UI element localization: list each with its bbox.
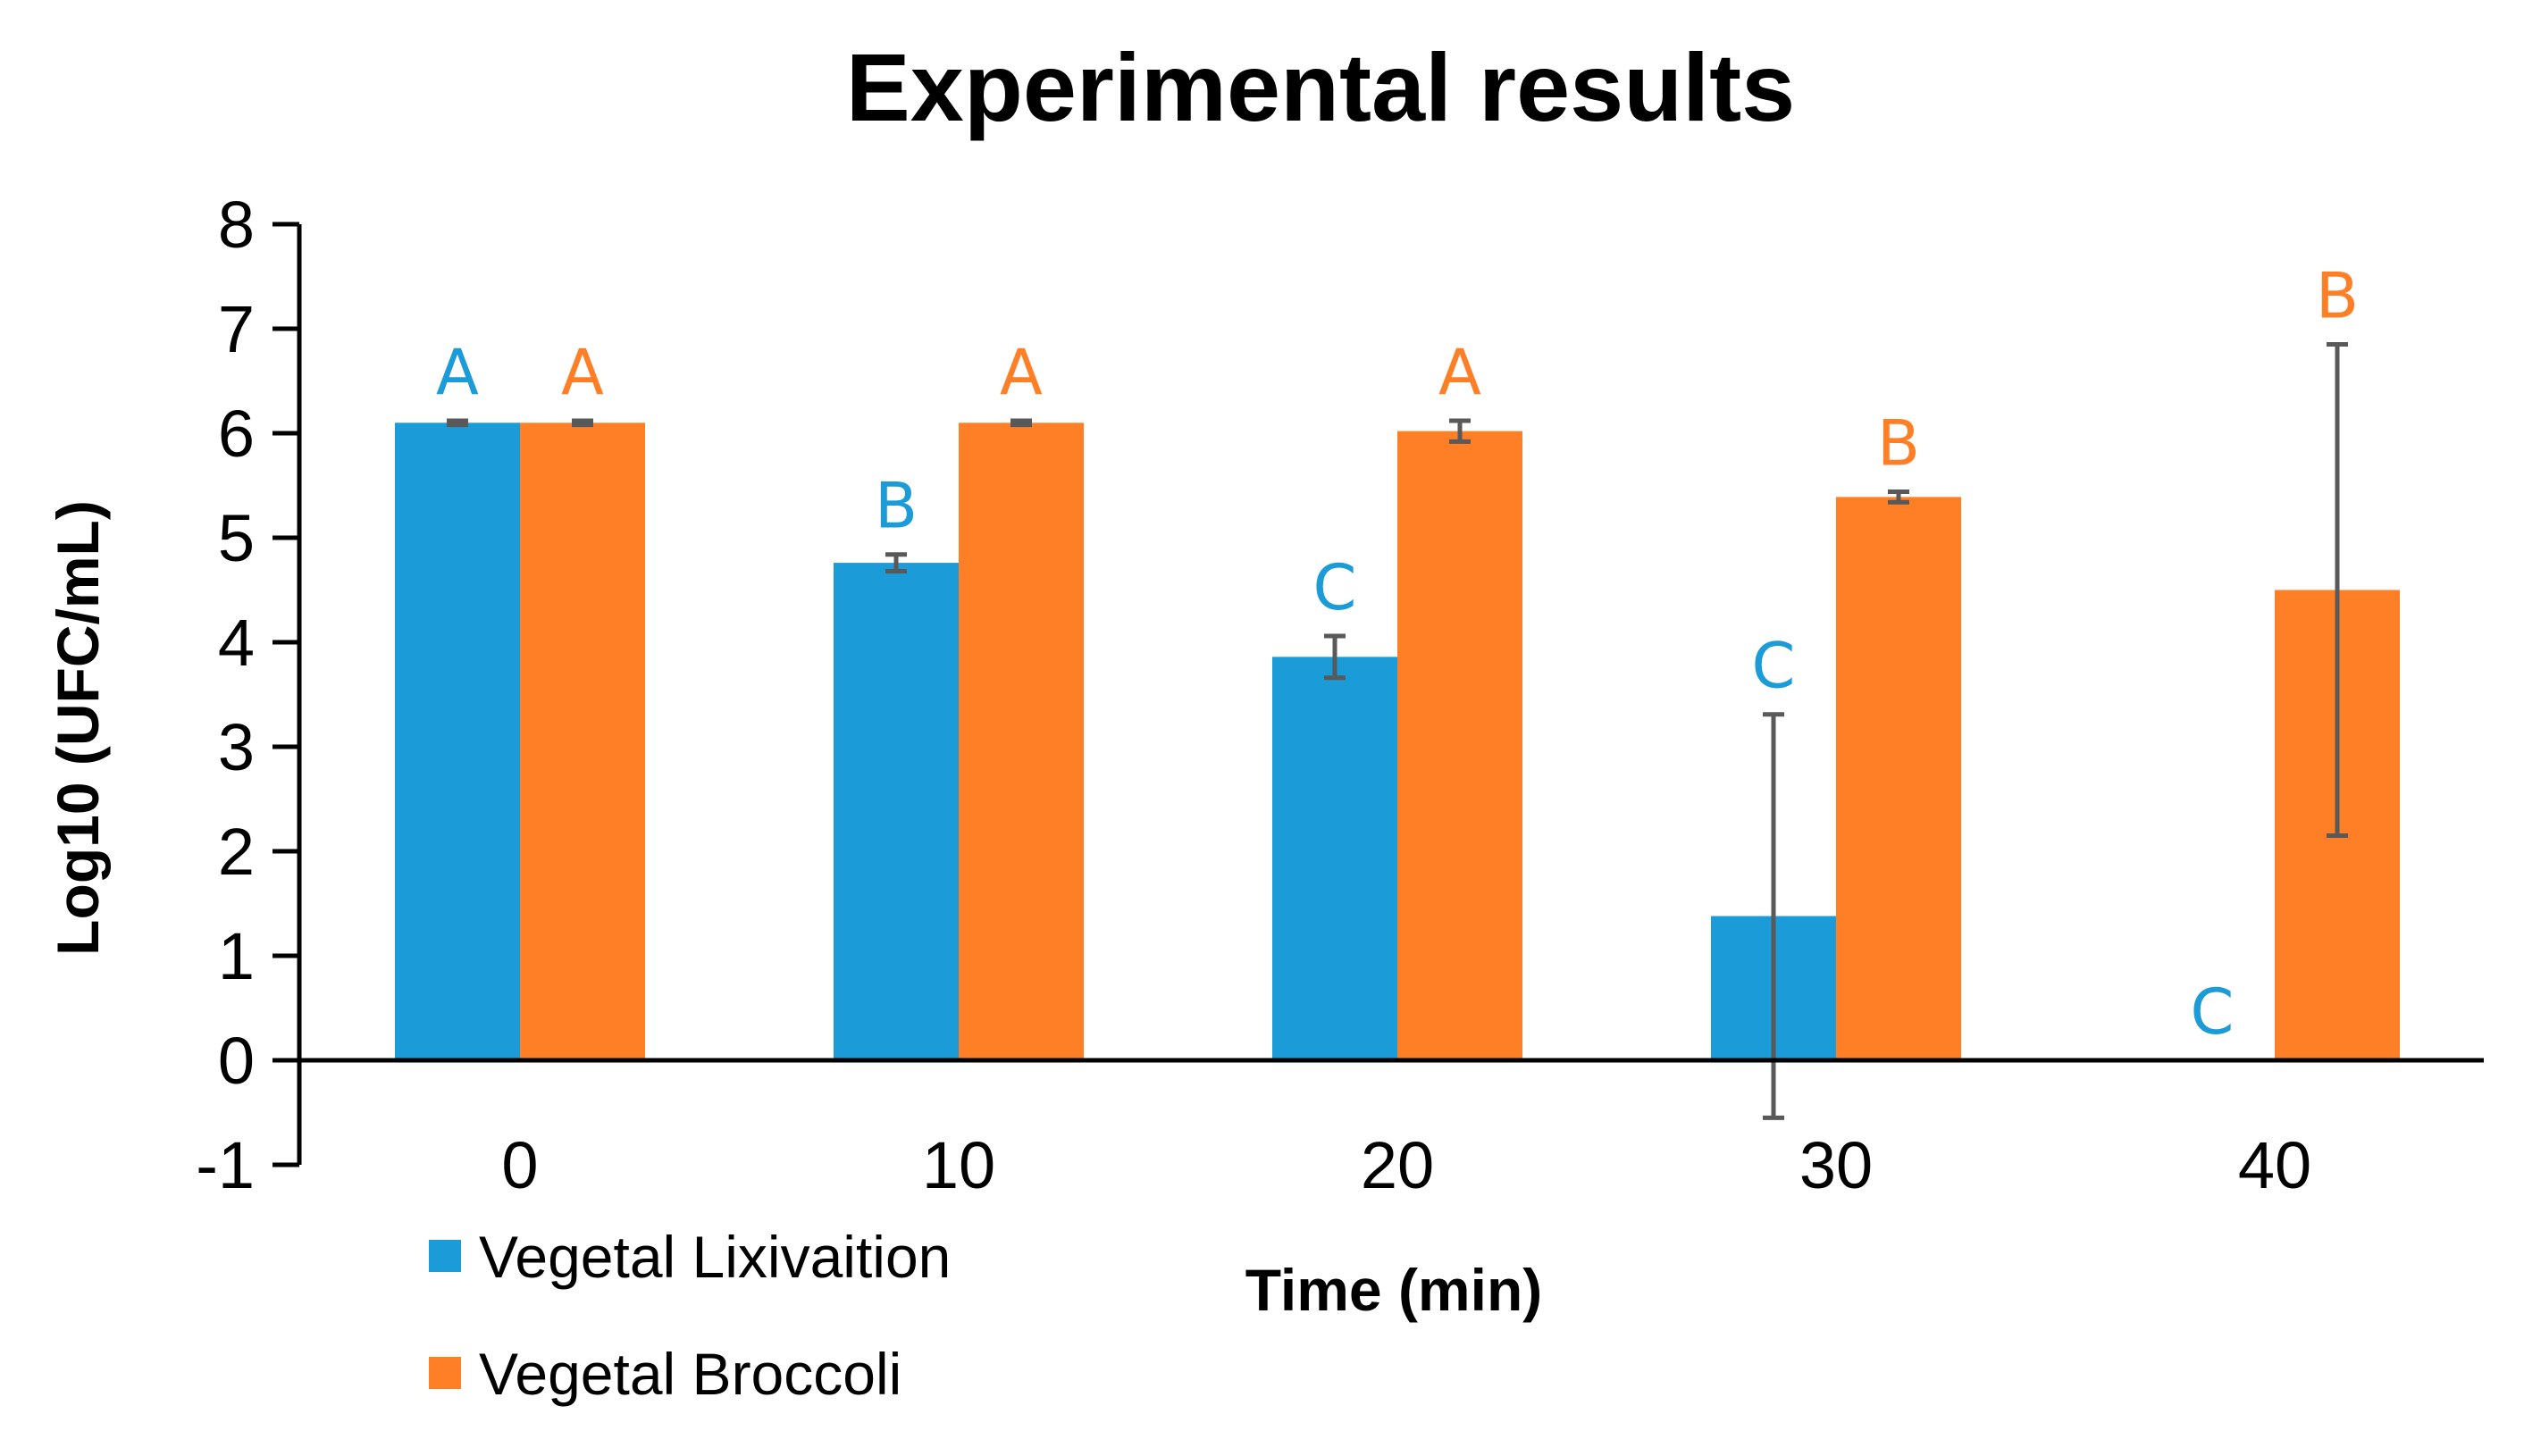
legend-label: Vegetal Broccoli: [479, 1341, 901, 1407]
y-tick-label: 3: [218, 710, 255, 784]
x-tick-label: 10: [922, 1128, 995, 1202]
error-bar-lixivaition-20: [1324, 633, 1346, 681]
significance-letter-lixivaition-0: A: [436, 336, 479, 409]
y-tick-label: 0: [218, 1024, 255, 1098]
x-tick-label: 0: [501, 1128, 538, 1202]
bar-lixivaition-10: [834, 563, 959, 1060]
significance-letter-lixivaition-40: C: [2191, 975, 2235, 1049]
bar-lixivaition-20: [1272, 657, 1397, 1060]
legend: Vegetal Lixivaition Vegetal Broccoli: [429, 1224, 951, 1407]
significance-letter-lixivaition-30: C: [1752, 630, 1796, 703]
y-tick-label: 8: [218, 188, 255, 262]
error-bar-broccoli-40: [2327, 342, 2348, 838]
bar-broccoli-0: [520, 423, 645, 1060]
x-tick-label: 40: [2238, 1128, 2311, 1202]
x-tick-label: 30: [1799, 1128, 1873, 1202]
y-tick-label: 6: [218, 397, 255, 471]
error-bar-lixivaition-10: [885, 552, 907, 573]
y-tick-label: -1: [196, 1128, 255, 1202]
significance-letter-broccoli-0: A: [561, 336, 604, 409]
legend-swatch: [429, 1357, 461, 1389]
y-tick-label: 4: [218, 606, 255, 680]
significance-letter-broccoli-20: A: [1438, 336, 1481, 409]
error-bar-broccoli-0: [572, 418, 593, 428]
legend-swatch: [429, 1240, 461, 1272]
error-bar-broccoli-20: [1449, 418, 1471, 444]
legend-item-broccoli: Vegetal Broccoli: [429, 1341, 901, 1407]
plot-area: A B C C C A A A B B -1 0 1 2 3 4 5 6 7 8 0 10 20 30 40: [196, 188, 2484, 1202]
x-tick-label: 20: [1361, 1128, 1434, 1202]
y-axis-label: Log10 (UFC/mL): [45, 500, 111, 956]
error-bar-broccoli-10: [1010, 418, 1032, 428]
y-tick-label: 7: [218, 292, 255, 366]
bar-broccoli-10: [959, 423, 1084, 1060]
significance-letter-broccoli-40: B: [2316, 260, 2359, 333]
bar-broccoli-20: [1397, 431, 1522, 1060]
x-axis-label: Time (min): [1245, 1257, 1542, 1323]
error-bar-lixivaition-0: [447, 418, 468, 428]
bar-lixivaition-0: [395, 423, 520, 1060]
bar-broccoli-30: [1836, 497, 1961, 1060]
error-bar-lixivaition-30: [1763, 712, 1784, 1120]
y-tick-label: 1: [218, 919, 255, 993]
significance-letter-lixivaition-10: B: [875, 470, 918, 543]
significance-letter-lixivaition-20: C: [1313, 551, 1357, 624]
legend-item-lixivaition: Vegetal Lixivaition: [429, 1224, 951, 1290]
y-tick-label: 5: [218, 501, 255, 575]
significance-letter-broccoli-10: A: [1000, 336, 1043, 409]
y-tick-label: 2: [218, 815, 255, 889]
error-bar-broccoli-30: [1888, 490, 1909, 505]
significance-letter-broccoli-30: B: [1877, 407, 1920, 481]
chart-title: Experimental results: [846, 33, 1795, 141]
legend-label: Vegetal Lixivaition: [479, 1224, 951, 1290]
